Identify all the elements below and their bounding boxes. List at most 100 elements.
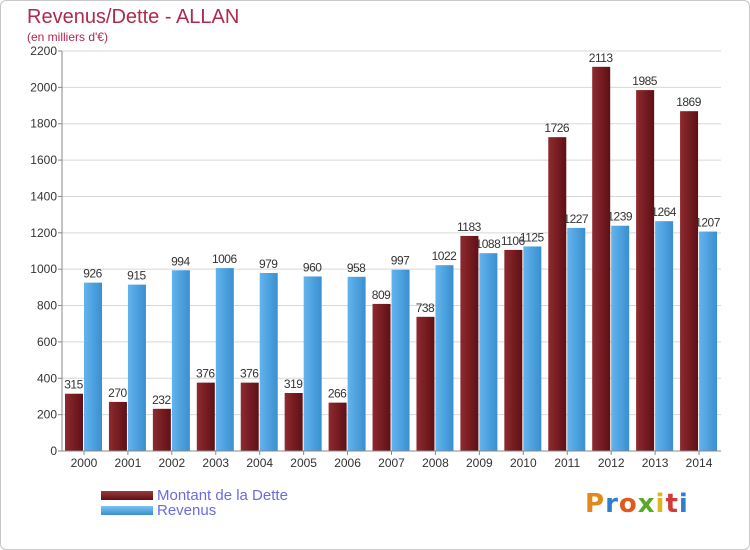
bar-dette — [240, 382, 259, 451]
bar-dette — [196, 382, 215, 451]
data-label: 958 — [347, 261, 366, 275]
x-tick-label: 2004 — [246, 456, 273, 470]
data-label: 319 — [284, 377, 303, 391]
bar-revenus — [391, 269, 410, 451]
data-label: 1869 — [676, 95, 702, 109]
data-label: 1985 — [632, 74, 658, 88]
y-tick-label: 1400 — [30, 189, 57, 203]
legend-swatch-revenus — [101, 505, 153, 515]
data-label: 926 — [83, 267, 102, 281]
data-label: 1207 — [695, 216, 721, 230]
grid — [62, 50, 721, 452]
bar-revenus — [347, 276, 366, 451]
bar-dette — [416, 316, 435, 451]
data-label: 376 — [196, 367, 215, 381]
data-label: 738 — [416, 301, 435, 315]
data-label: 1088 — [476, 237, 502, 251]
axes: 0 200 400 600 800 1000 1200 1400 1600 1800 2000 220… — [30, 44, 721, 470]
data-label: 1022 — [432, 249, 458, 263]
bar-dette — [108, 401, 127, 451]
y-tick-label: 1600 — [30, 153, 57, 167]
x-tick-label: 2003 — [202, 456, 229, 470]
y-tick-label: 1800 — [30, 117, 57, 131]
bar-dette — [328, 402, 347, 451]
data-label: 1106 — [501, 234, 526, 248]
x-tick-label: 2006 — [334, 456, 361, 470]
bar-revenus — [567, 227, 586, 451]
data-label: 960 — [303, 260, 322, 274]
bar-dette — [636, 90, 655, 451]
y-tick-label: 2000 — [30, 80, 57, 94]
data-label: 1227 — [563, 212, 589, 226]
logo-letter: t — [665, 489, 679, 519]
bar-dette — [372, 303, 391, 451]
bar-dette — [284, 393, 303, 451]
data-label: 1183 — [457, 220, 482, 234]
x-tick-label: 2002 — [158, 456, 185, 470]
y-tick-label: 0 — [50, 444, 57, 458]
y-tick-label: 1000 — [30, 262, 57, 276]
bar-revenus — [655, 221, 674, 451]
data-label: 997 — [391, 254, 410, 268]
logo-letter: x — [637, 489, 656, 519]
data-label: 915 — [127, 269, 146, 283]
logo-letter: P — [585, 489, 606, 519]
data-label: 2113 — [589, 51, 614, 65]
bar-revenus — [127, 284, 146, 451]
bar-dette — [548, 137, 567, 451]
y-tick-label: 1200 — [30, 226, 57, 240]
data-labels: 315 926 270 915 232 994 376 1006 376 979 319 960 266… — [64, 51, 721, 407]
bar-dette — [680, 111, 699, 451]
data-label: 1726 — [544, 121, 570, 135]
data-label: 1239 — [607, 210, 633, 224]
x-tick-label: 2014 — [686, 456, 713, 470]
bar-dette — [65, 393, 83, 451]
bar-revenus — [215, 268, 234, 451]
chart-subtitle: (en milliers d'€) — [27, 30, 108, 44]
data-label: 1125 — [520, 230, 545, 244]
y-tick-label: 600 — [37, 335, 57, 349]
x-tick-label: 2007 — [378, 456, 405, 470]
y-tick-label: 400 — [37, 371, 57, 385]
logo-letter: i — [678, 489, 689, 519]
bar-revenus — [523, 246, 542, 451]
bar-revenus — [171, 270, 190, 451]
x-tick-label: 2012 — [598, 456, 625, 470]
bar-dette — [152, 408, 171, 451]
data-label: 315 — [64, 378, 83, 392]
data-label: 979 — [259, 257, 278, 271]
bar-dette — [504, 249, 523, 451]
x-tick-label: 2013 — [642, 456, 669, 470]
chart-title: Revenus/Dette - ALLAN — [27, 6, 240, 28]
y-tick-label: 200 — [37, 408, 57, 422]
bar-dette — [460, 235, 479, 451]
x-tick-label: 2005 — [290, 456, 317, 470]
bar-revenus — [435, 265, 454, 451]
x-tick-label: 2009 — [466, 456, 493, 470]
x-tick-label: 2010 — [510, 456, 537, 470]
bar-dette — [592, 66, 611, 452]
y-tick-label: 800 — [37, 299, 57, 313]
bar-revenus — [303, 276, 322, 451]
legend-label-revenus: Revenus — [157, 501, 217, 519]
proxiti-logo: Proxiti — [585, 489, 689, 519]
y-tick-label: 2200 — [30, 44, 57, 58]
data-label: 376 — [240, 367, 259, 381]
bar-revenus — [611, 225, 630, 451]
data-label: 1006 — [212, 252, 238, 266]
data-label: 266 — [328, 387, 347, 401]
data-label: 994 — [171, 254, 190, 268]
data-label: 809 — [372, 288, 391, 302]
legend-label-dette: Montant de la Dette — [157, 486, 288, 504]
x-tick-label: 2000 — [71, 456, 98, 470]
data-label: 270 — [108, 386, 127, 400]
legend-swatch-dette — [101, 490, 153, 500]
logo-letter: i — [655, 489, 666, 519]
bar-revenus — [259, 273, 278, 451]
x-tick-label: 2008 — [422, 456, 449, 470]
legend-item-dette: Montant de la Dette — [101, 486, 288, 504]
data-label: 232 — [152, 393, 171, 407]
x-tick-label: 2001 — [115, 456, 142, 470]
